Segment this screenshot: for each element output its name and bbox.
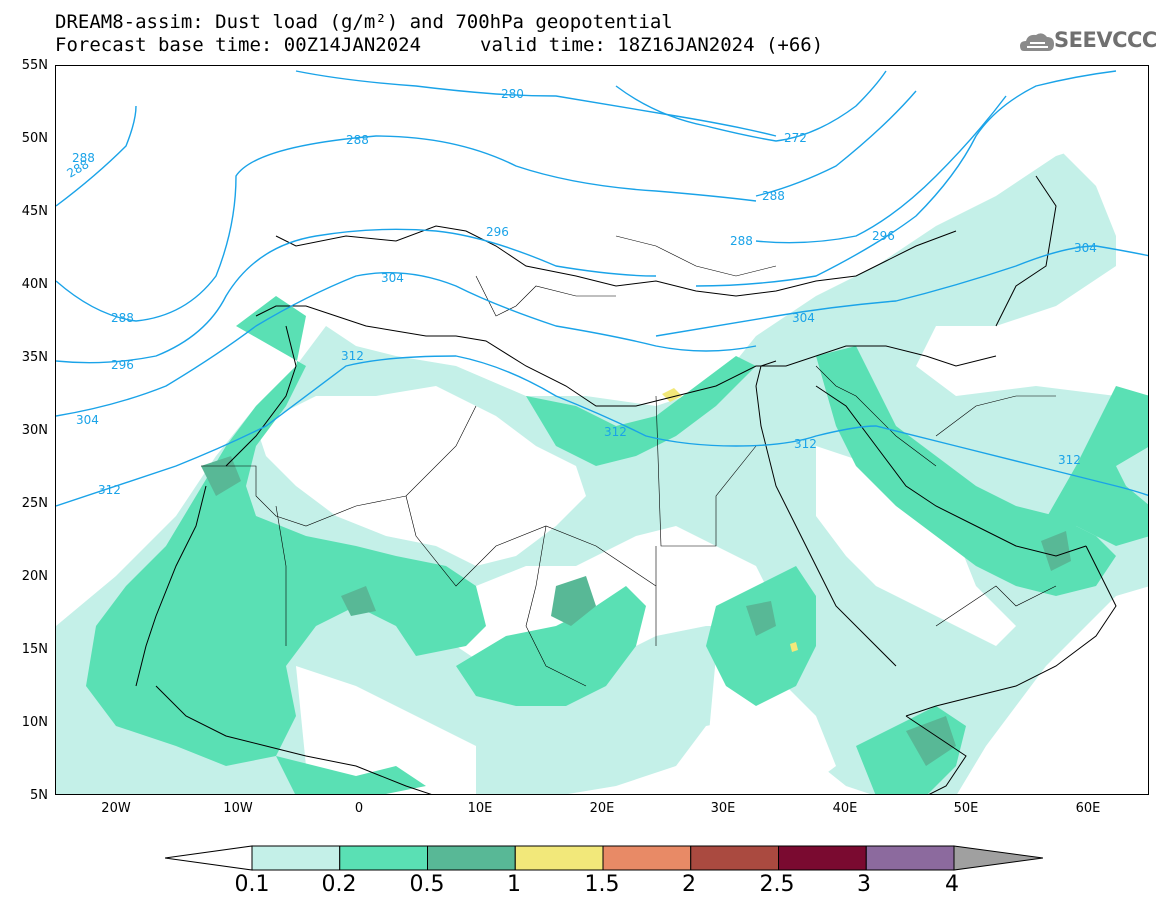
legend-swatch [514, 845, 604, 871]
contour-label: 280 [501, 87, 524, 101]
legend-label: 2 [682, 872, 696, 897]
contour-label: 312 [604, 425, 627, 439]
contour-label: 296 [111, 358, 134, 372]
legend-swatch [865, 845, 955, 871]
contour-label: 312 [341, 349, 364, 363]
contour-label: 312 [1058, 453, 1081, 467]
lat-label-40n: 40N [21, 277, 48, 292]
contour-label: 288 [762, 189, 785, 203]
contour-label: 288 [111, 311, 134, 325]
contour-label: 288 [730, 234, 753, 248]
valid-time: valid time: 18Z16JAN2024 (+66) [480, 34, 824, 56]
legend-arrow-left [165, 845, 253, 871]
lon-label-10w: 10W [223, 801, 253, 816]
forecast-base-time: Forecast base time: 00Z14JAN2024 [55, 34, 422, 56]
contour-label: 288 [72, 151, 95, 165]
contour-label: 312 [98, 483, 121, 497]
contour-label: 296 [486, 225, 509, 239]
logo-text: SEEVCCC [1054, 28, 1157, 52]
legend-label: 1.5 [584, 872, 620, 897]
legend-swatch [602, 845, 692, 871]
contour-label: 304 [792, 311, 815, 325]
lon-label-0: 0 [354, 801, 364, 816]
dust-band-medium [86, 296, 1148, 794]
color-legend-bar [165, 845, 1043, 871]
lat-label-15n: 15N [21, 642, 48, 657]
lon-label-10e: 10E [467, 801, 493, 816]
lat-label-45n: 45N [21, 204, 48, 219]
legend-label: 0.2 [321, 872, 357, 897]
lat-label-5n: 5N [30, 788, 48, 803]
legend-label: 0.5 [409, 872, 445, 897]
lon-label-20e: 20E [589, 801, 615, 816]
lat-label-50n: 50N [21, 131, 48, 146]
legend-label: 0.1 [234, 872, 270, 897]
contour-label: 304 [76, 413, 99, 427]
legend-swatch [778, 845, 867, 871]
legend-label: 2.5 [759, 872, 795, 897]
lat-label-35n: 35N [21, 350, 48, 365]
lon-label-60e: 60E [1075, 801, 1101, 816]
legend-swatch [251, 845, 341, 871]
contour-label: 304 [1074, 241, 1097, 255]
legend-swatch [427, 845, 516, 871]
legend-swatch [690, 845, 779, 871]
contour-label: 272 [784, 131, 807, 145]
geopotential-contours [56, 70, 1148, 507]
contour-label: 312 [794, 437, 817, 451]
cloud-icon [1020, 33, 1054, 51]
lat-label-10n: 10N [21, 715, 48, 730]
chart-title: DREAM8-assim: Dust load (g/m²) and 700hP… [55, 11, 673, 33]
country-borders [201, 235, 1057, 687]
lat-label-25n: 25N [21, 496, 48, 511]
lon-label-50e: 50E [953, 801, 979, 816]
lon-label-40e: 40E [832, 801, 858, 816]
lat-label-30n: 30N [21, 423, 48, 438]
legend-swatch [339, 845, 428, 871]
legend-label: 1 [507, 872, 521, 897]
map-panel: 288 288 296 304 312 288 296 304 312 280 … [55, 65, 1149, 795]
legend-arrow-right [953, 845, 1043, 871]
contour-label: 304 [381, 271, 404, 285]
contour-label: 296 [872, 229, 895, 243]
legend-label: 3 [857, 872, 871, 897]
coastlines [135, 175, 1117, 794]
lat-label-55n: 55N [21, 58, 48, 73]
lon-label-30e: 30E [710, 801, 736, 816]
lon-label-20w: 20W [101, 801, 131, 816]
clear-areas [56, 66, 1148, 794]
contour-label: 288 [346, 133, 369, 147]
legend-label: 4 [945, 872, 959, 897]
lat-label-20n: 20N [21, 569, 48, 584]
